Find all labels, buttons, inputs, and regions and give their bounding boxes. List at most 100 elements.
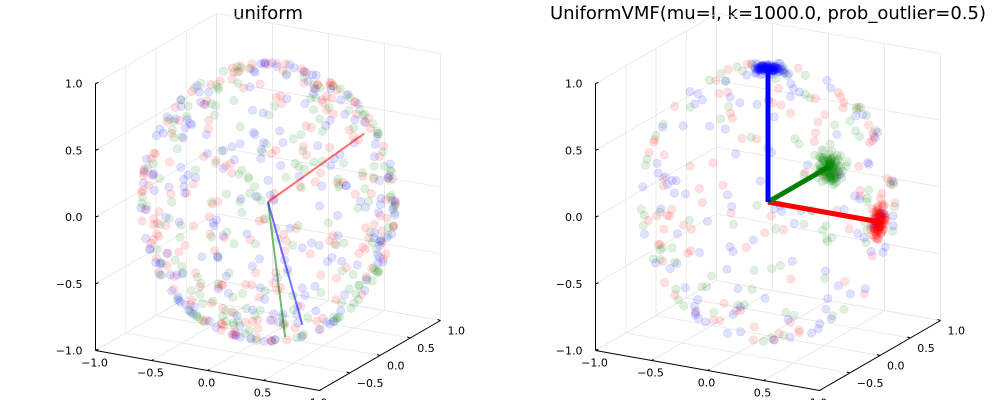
data-point [678,121,688,131]
x-tick-label: −0.5 [137,367,164,380]
data-point [139,166,149,176]
y-tick [437,319,441,321]
data-point [252,335,262,345]
data-point [685,246,695,256]
data-point [726,208,736,218]
data-point [332,177,342,187]
data-point [826,173,836,183]
data-point [270,335,280,345]
data-point [702,216,712,226]
data-point [351,289,361,299]
data-point [760,228,770,238]
data-point [233,78,243,88]
data-point [164,214,174,224]
data-point [180,188,190,198]
data-point [176,95,186,105]
data-point [369,161,379,171]
data-point [169,116,179,126]
data-point [219,66,229,76]
data-point [829,171,839,181]
data-point [870,226,880,236]
data-point [829,161,839,171]
data-point [337,256,347,266]
data-point [733,284,743,294]
data-point [758,61,768,71]
data-point [297,283,307,293]
data-point [820,110,830,120]
data-point [817,177,827,187]
data-point [375,211,385,221]
data-point [874,225,884,235]
data-point [723,64,733,74]
data-point [390,196,400,206]
data-point [180,241,190,251]
data-point [376,193,386,203]
data-point [829,174,839,184]
data-point [306,238,316,248]
data-point [383,173,393,183]
data-point [652,211,662,221]
data-point [142,154,152,164]
data-point [215,76,225,86]
data-point [770,63,780,73]
data-point [649,135,659,145]
data-point [873,127,883,137]
z-tick [595,82,599,84]
data-point [754,62,764,72]
data-point [753,64,763,74]
data-point [879,214,889,224]
data-point [296,64,306,74]
data-point [325,81,335,91]
data-point [658,181,668,191]
data-point [873,202,883,212]
data-point [232,62,242,72]
data-point [670,290,680,300]
data-point [794,139,804,149]
data-point [871,233,881,243]
data-point [190,165,200,175]
data-point [207,199,217,209]
data-point [360,244,370,254]
data-point [271,145,281,155]
data-point [167,197,177,207]
data-point [369,174,379,184]
data-point [871,228,881,238]
data-point [875,209,885,219]
data-point [721,76,731,86]
data-point [747,284,757,294]
data-point [870,133,880,143]
y-tick-label: 1.0 [948,325,966,338]
data-point [671,176,681,186]
data-point [862,193,872,203]
data-point [775,261,785,271]
data-point [867,230,877,240]
data-point [731,149,741,159]
data-point [315,324,325,334]
data-point [379,161,389,171]
z-tick-label: 0.5 [565,144,583,157]
data-point [333,211,343,221]
data-point [373,258,383,268]
grid-line-z [595,213,941,285]
data-point [861,238,871,248]
data-point [369,233,379,243]
z-tick [95,282,99,285]
data-point [290,158,300,168]
z-tick [595,349,599,351]
data-point [141,234,151,244]
data-point [685,102,695,112]
data-point [327,93,337,103]
data-point [317,126,327,136]
data-point [166,189,176,199]
data-point [774,329,784,339]
data-point [829,169,839,179]
data-point [137,198,147,208]
data-point [211,158,221,168]
data-point [218,231,228,241]
data-point [355,105,365,115]
data-point [358,242,368,252]
data-point [344,105,354,115]
data-point [191,173,201,183]
grid-line-z [95,146,441,218]
data-point [332,85,342,95]
